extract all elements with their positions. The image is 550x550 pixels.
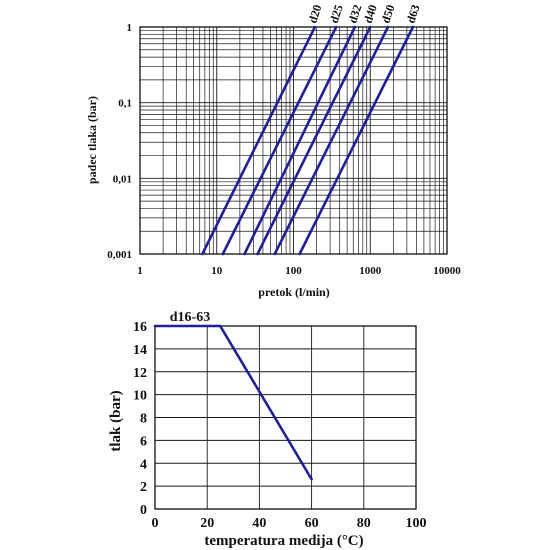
pressure-temperature-series [153,324,313,481]
series-line-d20 [201,25,317,256]
y-tick-label: 0 [140,503,147,518]
series-line-d25 [221,25,338,256]
x-tick-label: 60 [305,516,319,531]
y-tick-label: 14 [133,343,147,358]
pressure-temperature-y-label: tlak (bar) [108,390,124,451]
x-tick-label: 1000 [359,265,382,277]
series-label-d63: d63 [403,3,422,25]
y-tick-label: 1 [127,22,133,34]
series-label-d20: d20 [305,3,324,25]
y-tick-label: 12 [133,366,147,381]
series-label-d50: d50 [378,3,397,25]
pressure-temperature-title: d16-63 [170,310,210,325]
pressure-drop-plot-frame [139,26,448,255]
pressure-drop-x-ticks: 1 10 100 1000 10000 [137,265,461,277]
x-tick-label: 10000 [433,265,461,277]
series-label-d32: d32 [345,3,364,25]
x-tick-label: 20 [200,516,214,531]
pressure-temperature-chart: 0 20 40 60 80 100 0 2 4 6 8 10 12 14 16 d16-63 temper… [108,310,427,549]
series-line-d32 [243,25,357,256]
pressure-temperature-y-ticks: 0 2 4 6 8 10 12 14 16 [133,320,147,518]
x-tick-label: 100 [285,265,302,277]
x-tick-label: 100 [406,516,427,531]
pressure-temperature-x-label: temperatura medija (°C) [204,533,363,549]
y-tick-label: 0,01 [113,173,132,185]
series-line-d63 [298,25,415,256]
y-tick-label: 2 [140,480,147,495]
series-line-d40 [256,25,372,256]
x-tick-label: 40 [252,516,266,531]
y-tick-label: 16 [133,320,147,335]
y-tick-label: 10 [133,389,147,404]
y-tick-label: 8 [140,412,147,427]
pressure-drop-x-label: pretok (l/min) [258,285,329,299]
pressure-drop-y-ticks: 0,001 0,01 0,1 1 [107,22,132,261]
series-label-d25: d25 [327,3,346,25]
series-label-d40: d40 [361,3,380,25]
pressure-temperature-plot-frame [154,325,417,510]
x-tick-label: 10 [211,265,223,277]
x-tick-label: 0 [152,516,159,531]
pressure-drop-y-label: padec tlaka (bar) [85,96,99,184]
pressure-temperature-x-ticks: 0 20 40 60 80 100 [152,516,427,531]
y-tick-label: 0,1 [118,98,132,110]
series-line-d50 [273,25,390,256]
y-tick-label: 4 [140,457,147,472]
y-tick-label: 0,001 [107,249,132,261]
pressure-temperature-grid [154,325,417,510]
series-line-0 [153,324,313,481]
y-tick-label: 6 [140,434,147,449]
pressure-drop-grid [139,27,447,255]
x-tick-label: 1 [137,265,143,277]
x-tick-label: 80 [357,516,371,531]
